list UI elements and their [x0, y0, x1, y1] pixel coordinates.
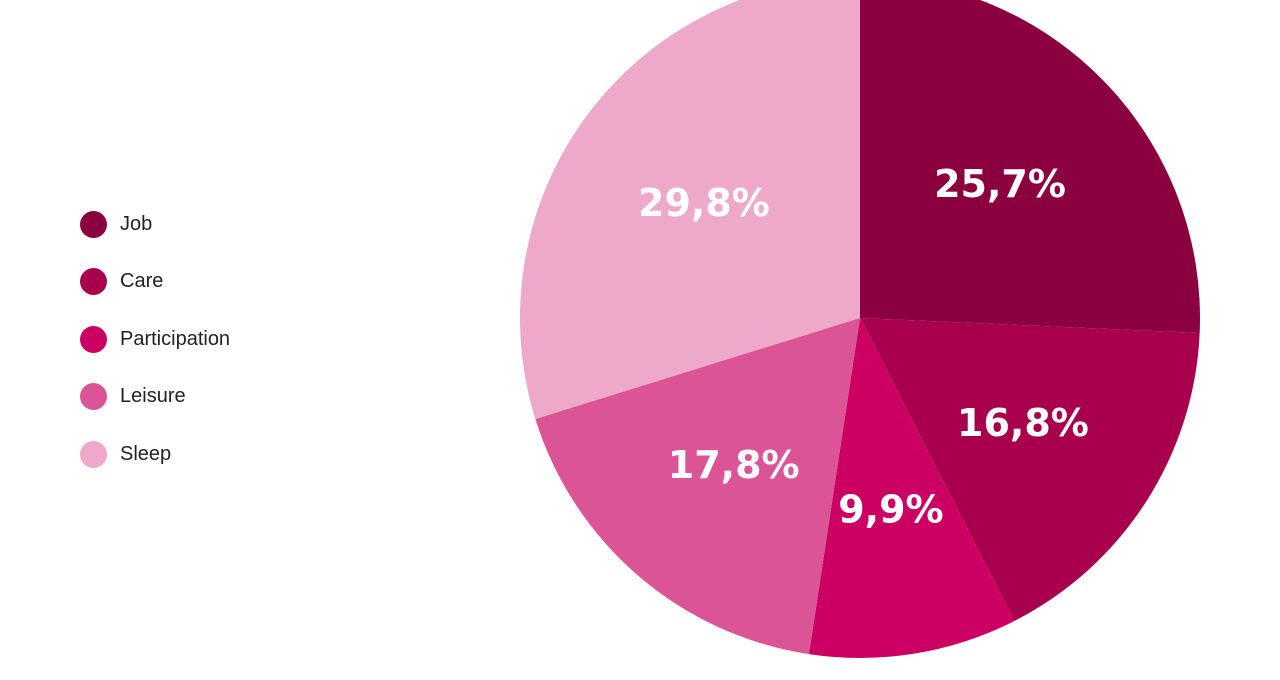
legend-item-leisure: Leisure — [80, 383, 230, 411]
pie-slice-leisure — [535, 318, 860, 655]
pie-slice-sleep — [520, 0, 860, 419]
pie-slice-participation — [808, 318, 1015, 658]
legend-swatch-job — [80, 210, 107, 238]
legend-swatch-leisure — [80, 383, 107, 410]
legend-label-sleep: Sleep — [120, 442, 172, 465]
pie-slice-care — [860, 318, 1200, 621]
pie-slice-job — [860, 0, 1200, 333]
legend-item-care: Care — [80, 268, 230, 296]
legend-label-job: Job — [120, 212, 153, 235]
slice-label-participation: 9,9% — [838, 487, 943, 531]
legend-item-participation: Participation — [80, 325, 230, 353]
legend-item-sleep: Sleep — [80, 440, 230, 468]
legend-swatch-sleep — [80, 440, 107, 468]
legend: Job Care Participation Leisure Sleep — [80, 210, 230, 498]
slice-label-job: 25,7% — [934, 162, 1066, 206]
slice-label-leisure: 17,8% — [668, 443, 800, 487]
legend-label-care: Care — [120, 270, 164, 292]
legend-swatch-participation — [80, 325, 107, 353]
legend-label-participation: Participation — [120, 327, 231, 350]
slice-label-sleep: 29,8% — [638, 181, 770, 225]
legend-swatch-care — [80, 268, 107, 295]
legend-item-job: Job — [80, 210, 230, 238]
legend-label-leisure: Leisure — [120, 385, 186, 407]
slice-label-care: 16,8% — [957, 401, 1089, 445]
